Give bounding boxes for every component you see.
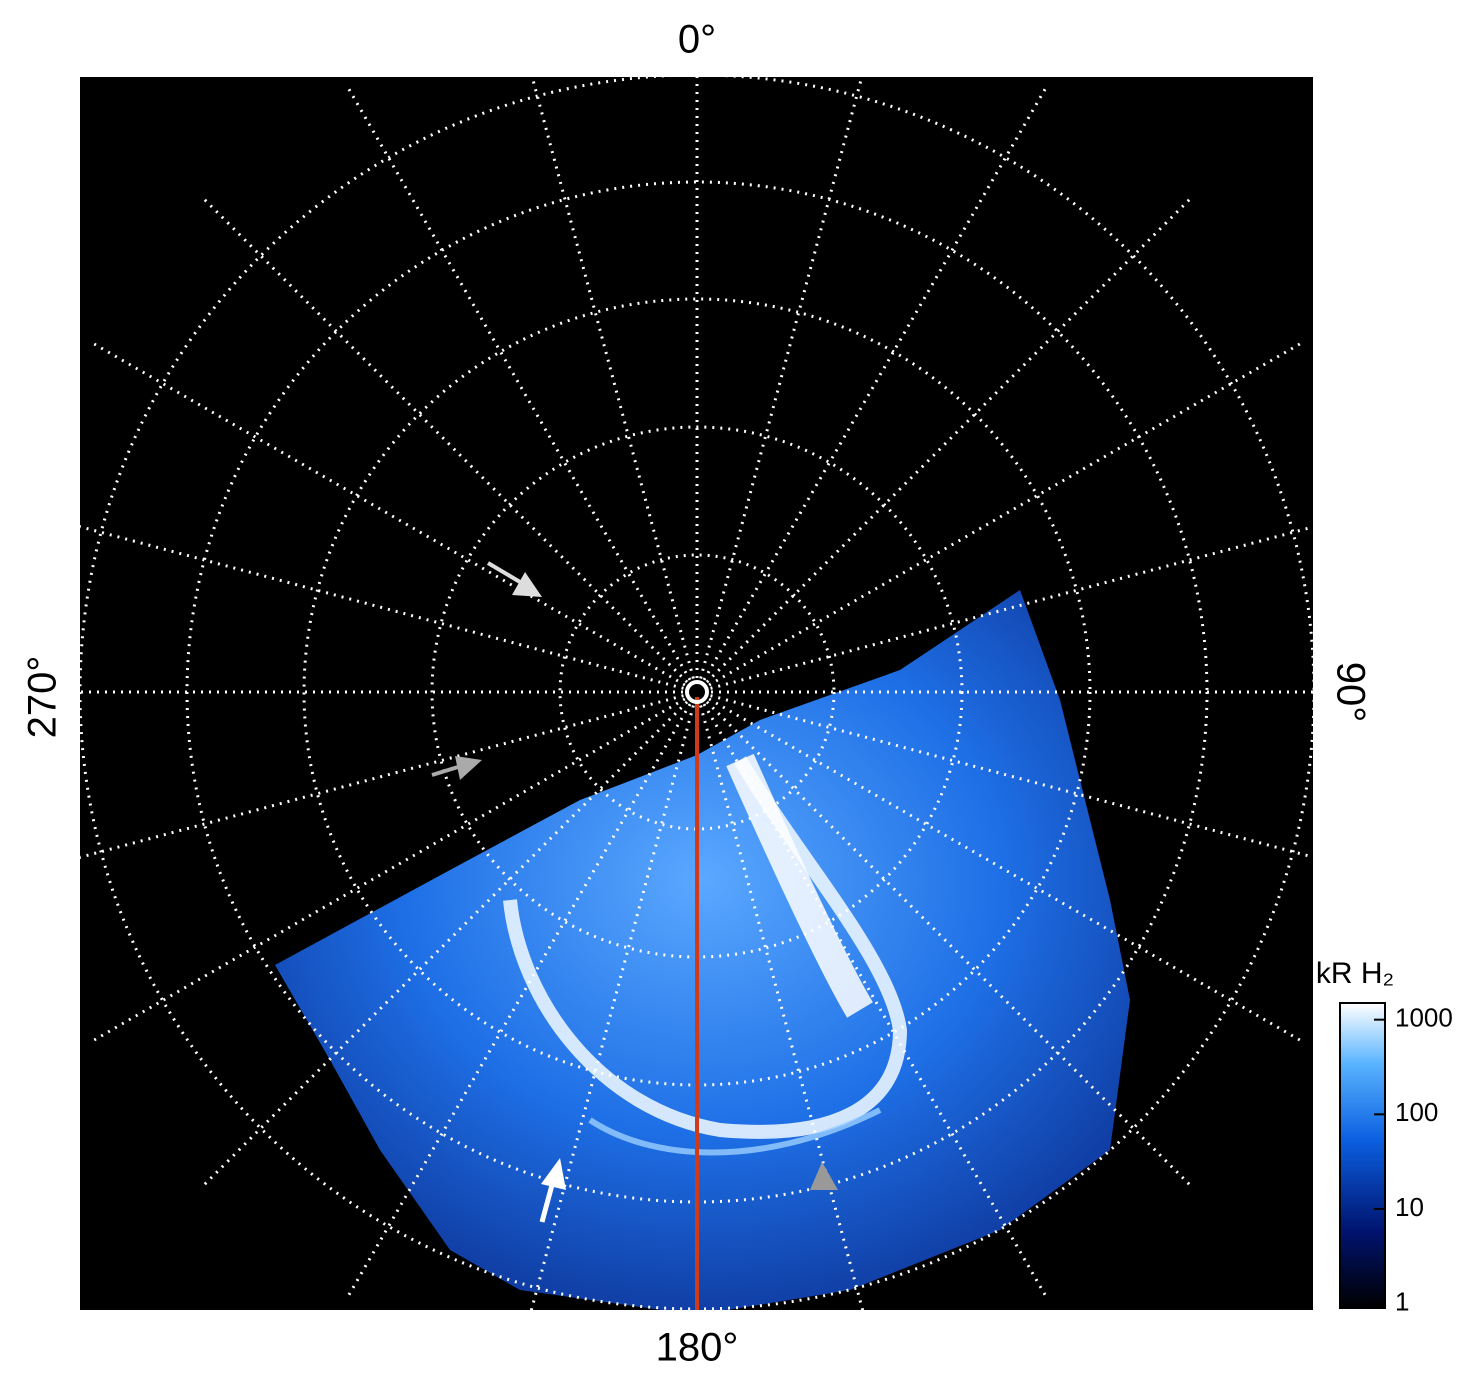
outer-arc [588,1107,882,1156]
colorbar-tick-label: 10 [1395,1192,1424,1222]
colorbar-tick-label: 100 [1395,1097,1438,1127]
theta-label: 0° [678,18,716,62]
colorbar-tick-label: 1 [1395,1287,1409,1317]
aurora-region [275,590,1130,1310]
theta-label: 90° [1328,662,1372,723]
pole-marker [685,680,709,704]
main-oval [503,756,908,1139]
latitude-circle [558,553,836,831]
arrows [431,561,838,1223]
colorbar [1339,1002,1386,1309]
theta-label: 180° [656,1326,739,1370]
colorbar-label: kR H₂ [1316,957,1394,990]
theta-label: 270° [21,656,65,739]
colorbar-tick-label: 1000 [1395,1003,1453,1033]
